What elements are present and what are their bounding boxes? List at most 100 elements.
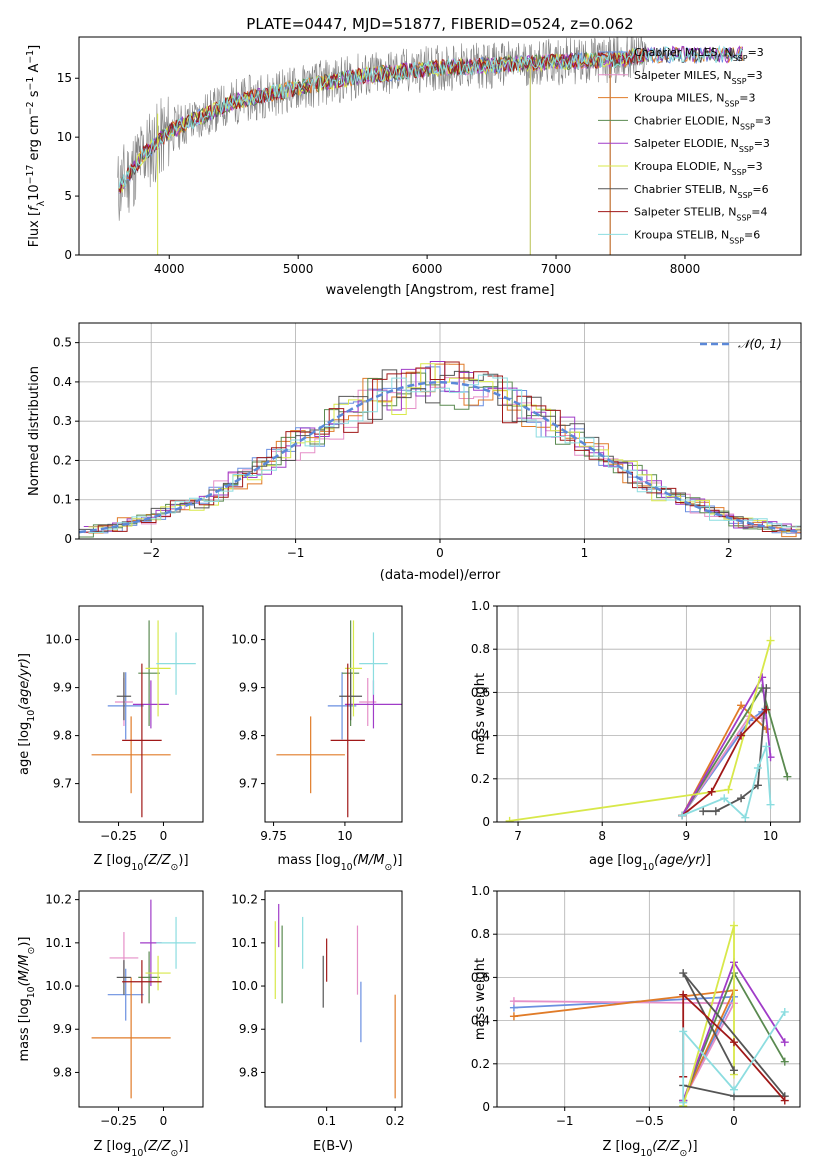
age-vs-mass-xlabel: mass [log10(M/M⊙)] [278, 853, 403, 873]
mass-vs-ebv-ytick-label: 10.0 [231, 979, 258, 993]
weight-marker [509, 997, 518, 1006]
spectrum-xtick-label: 5000 [283, 262, 314, 276]
weight-marker [678, 811, 687, 820]
age-vs-mass-ytick-label: 10.0 [231, 633, 258, 647]
weight-line [681, 685, 789, 816]
spectrum-ytick-label: 10 [57, 130, 72, 144]
weight-vs-z-ytick-label: 0.4 [471, 1014, 490, 1028]
spectrum-ylabel: Flux [fλ10−17 erg cm−2 s−1 A−1] [25, 45, 47, 247]
residuals-ytick-label: 0.1 [53, 493, 72, 507]
mass-vs-ebv-xlabel: E(B-V) [313, 1139, 353, 1154]
legend-label: Kroupa STELIB, NSSP=6 [634, 228, 760, 245]
residuals-ytick-label: 0.3 [53, 414, 72, 428]
age-vs-z-ytick-label: 10.0 [45, 633, 72, 647]
mass-vs-ebv-frame [264, 890, 403, 1108]
weight-marker [729, 1085, 738, 1094]
legend-label: Chabrier STELIB, NSSP=6 [634, 183, 769, 200]
weight-marker [741, 813, 750, 822]
age-vs-z-axes: −0.25 0 9.7 9.8 9.9 10.0 Z [log10(Z/Z⊙)] age [l… [17, 605, 204, 873]
age-vs-mass-xtick-label: 10 [337, 829, 352, 843]
weight-marker [679, 990, 688, 999]
weight-marker [753, 764, 762, 772]
mass-vs-z-ytick-label: 10.2 [45, 893, 72, 907]
figure-title: PLATE=0447, MJD=51877, FIBERID=0524, z=0… [246, 15, 633, 33]
spectrum-frame [78, 36, 802, 256]
weight-vs-z-ytick-label: 1.0 [471, 884, 490, 898]
weight-marker [766, 636, 775, 645]
age-vs-mass-ytick-label: 9.9 [239, 681, 258, 695]
weight-vs-age-ytick-label: 0.4 [471, 729, 490, 743]
spectrum-xtick-label: 4000 [154, 262, 185, 276]
weight-marker [707, 787, 716, 796]
weight-vs-age-xtick-label: 9 [683, 829, 691, 843]
mass-vs-ebv-ytick-label: 9.9 [239, 1022, 258, 1036]
mass-vs-ebv-axes: 0.1 0.2 9.8 9.9 10.0 10.1 10.2 E(B-V) [231, 890, 405, 1154]
weight-marker [679, 969, 688, 978]
weight-vs-z-xtick-label: 0 [730, 1114, 738, 1128]
age-vs-mass-ytick-label: 9.7 [239, 777, 258, 791]
age-vs-z-ytick-label: 9.9 [53, 681, 72, 695]
legend-label: Salpeter MILES, NSSP=3 [634, 69, 763, 86]
mass-vs-ebv-xtick-label: 0.1 [317, 1114, 336, 1128]
age-vs-z-xtick-label: 0 [160, 829, 168, 843]
weight-marker [737, 731, 746, 740]
spectrum-model-line [118, 44, 743, 189]
mass-vs-z-plot-area [91, 899, 196, 1099]
residuals-ytick-label: 0.4 [53, 375, 72, 389]
weight-vs-age-ytick-label: 1.0 [471, 599, 490, 613]
weight-vs-z-ytick-label: 0.8 [471, 927, 490, 941]
spectrum-xtick-label: 8000 [670, 262, 701, 276]
mass-vs-z-ytick-label: 9.9 [53, 1022, 72, 1036]
mass-vs-z-xlabel: Z [log10(Z/Z⊙)] [93, 1139, 188, 1159]
age-vs-z-ytick-label: 9.7 [53, 777, 72, 791]
weight-marker [720, 794, 729, 803]
age-vs-mass-xtick-label: 9.75 [260, 829, 287, 843]
mass-vs-z-ytick-label: 10.0 [45, 979, 72, 993]
weight-vs-z-axes: −1 −0.5 0 0 0.2 0.4 0.6 0.8 1.0 Z [log10(Z/Z⊙)] ma… [471, 884, 801, 1159]
weight-vs-z-xtick-label: −0.5 [635, 1114, 664, 1128]
spectrum-plot-area [117, 37, 743, 255]
weight-marker [699, 807, 708, 816]
weight-vs-age-ytick-label: 0.6 [471, 685, 490, 699]
mass-vs-z-axes: −0.25 0 9.8 9.9 10.0 10.1 10.2 Z [log10(Z/Z⊙)] m… [17, 890, 204, 1159]
normal-curve [79, 381, 801, 534]
weight-vs-z-ytick-label: 0.6 [471, 970, 490, 984]
legend-label: Salpeter STELIB, NSSP=4 [634, 206, 767, 223]
weight-vs-age-plot-area [505, 636, 792, 822]
spectrum-ytick-label: 0 [64, 248, 72, 262]
weight-marker [729, 921, 738, 930]
weight-marker [780, 1007, 789, 1016]
weight-marker [783, 772, 792, 781]
weight-marker [724, 785, 733, 794]
weight-line [682, 1011, 786, 1103]
weight-marker [762, 684, 771, 693]
age-vs-mass-plot-area [276, 620, 402, 818]
weight-marker [679, 1098, 688, 1107]
age-vs-z-xlabel: Z [log10(Z/Z⊙)] [93, 853, 188, 873]
weight-marker [753, 781, 762, 790]
weight-vs-age-xtick-label: 7 [514, 829, 522, 843]
age-vs-mass-frame [264, 605, 403, 823]
weight-line [681, 746, 772, 820]
residuals-ylabel: Normed distribution [27, 366, 42, 496]
weight-vs-age-ytick-label: 0.8 [471, 642, 490, 656]
histogram-step [79, 369, 801, 532]
weight-vs-z-ylabel: mass weight [473, 958, 488, 1040]
weight-vs-z-ytick-label: 0 [482, 1100, 490, 1114]
weight-marker [729, 1066, 738, 1075]
mass-vs-z-xtick-label: 0 [160, 1114, 168, 1128]
residuals-plot-area [79, 361, 801, 538]
legend-label: Chabrier MILES, NSSP=3 [634, 46, 764, 63]
mass-vs-z-xtick-label: −0.25 [100, 1114, 137, 1128]
weight-marker [780, 1038, 789, 1047]
legend-label: Kroupa ELODIE, NSSP=3 [634, 160, 763, 177]
weight-marker [780, 1057, 789, 1066]
legend-label: Salpeter ELODIE, NSSP=3 [634, 137, 770, 154]
weight-marker [762, 742, 771, 751]
weight-vs-z-xtick-label: −1 [556, 1114, 574, 1128]
weight-marker [766, 800, 775, 809]
weight-vs-z-ytick-label: 0.2 [471, 1057, 490, 1071]
weight-marker [505, 816, 514, 822]
residuals-axes: −2 −1 0 1 2 0 0.1 0.2 0.3 0.4 0.5 𝒩(0, 1) (data-mode… [27, 322, 802, 583]
